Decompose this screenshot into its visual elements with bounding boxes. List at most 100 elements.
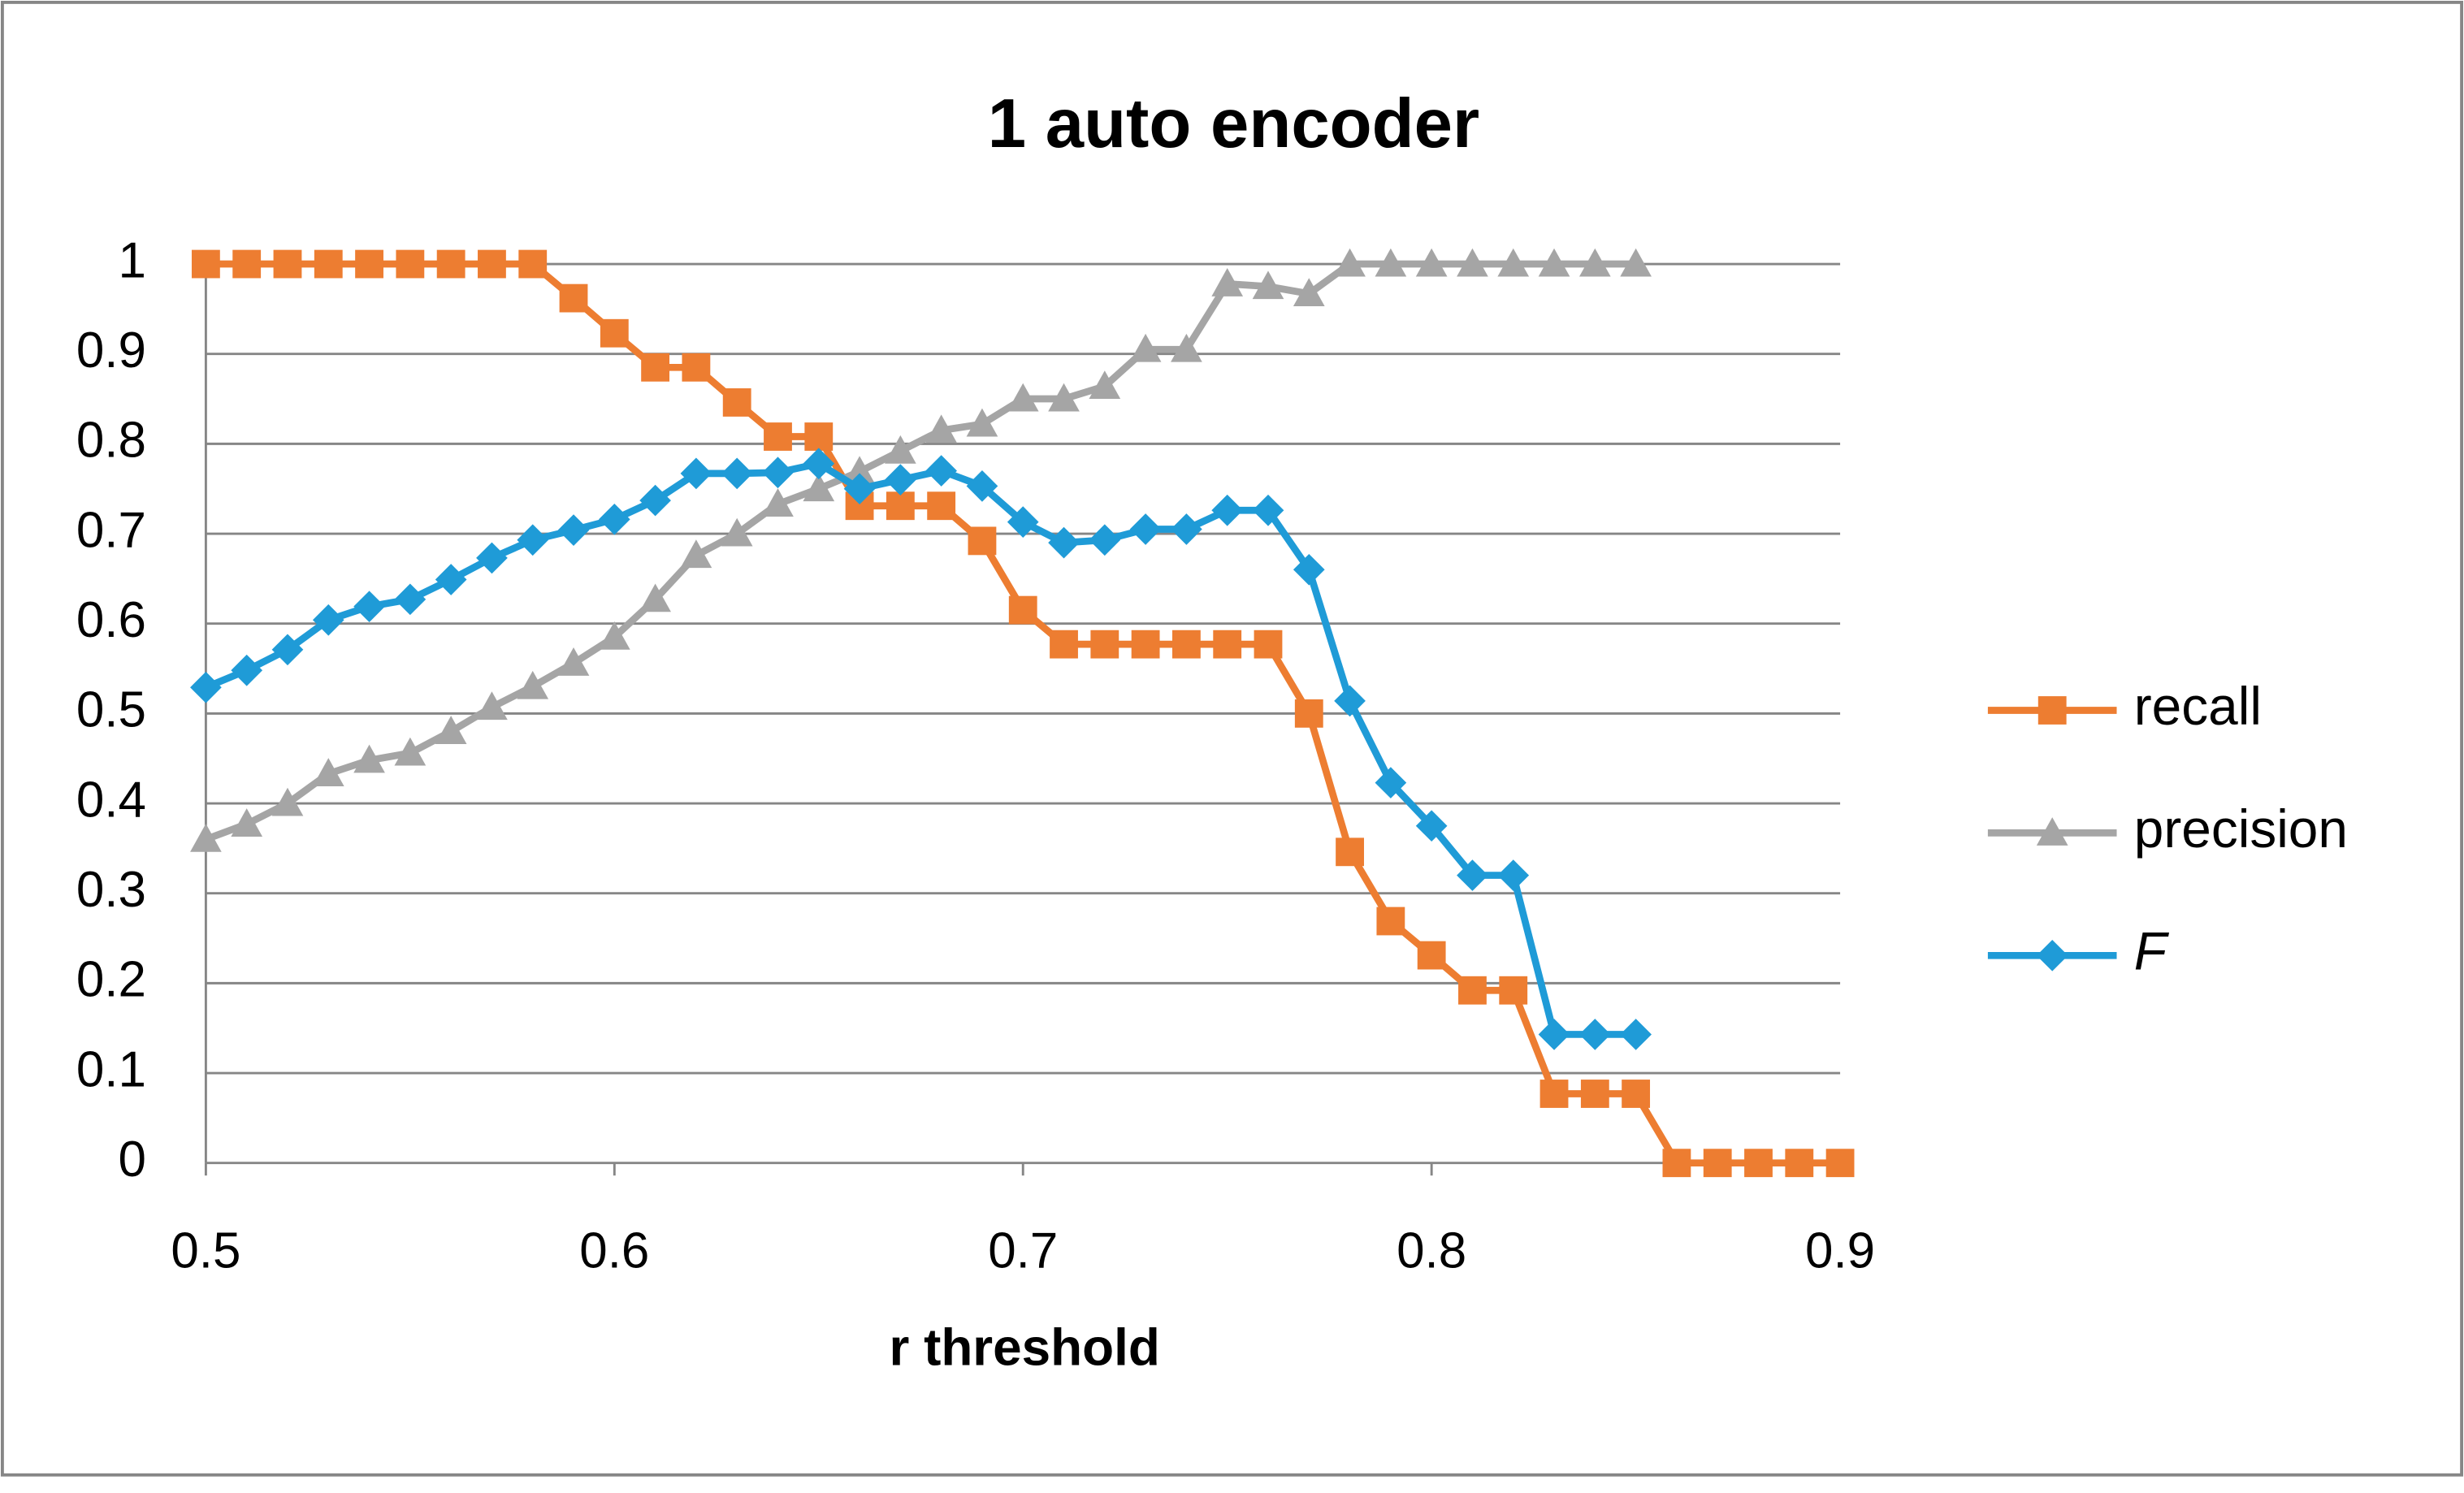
series [190,248,1652,852]
marker [476,542,508,574]
legend-label: precision [2134,798,2348,859]
y-tick-label: 0.4 [76,772,146,828]
marker [312,758,344,786]
marker [1089,370,1121,400]
marker [721,517,753,547]
marker [966,408,998,437]
marker [886,491,915,521]
marker [355,249,383,279]
marker [2037,696,2067,725]
marker [314,249,343,279]
marker [396,249,425,279]
x-axis-label: r threshold [890,1318,1160,1377]
marker [1620,248,1652,277]
marker [1211,494,1244,526]
marker [639,484,671,517]
marker [557,647,590,676]
marker [1254,630,1283,659]
marker [1334,248,1366,277]
marker [518,249,548,279]
marker [1538,1019,1570,1050]
y-tick-label: 0 [118,1132,145,1188]
marker [271,787,304,816]
marker [803,473,835,502]
marker [353,744,385,773]
marker [1415,248,1448,277]
marker [394,737,427,766]
marker [598,503,630,535]
marker [968,526,997,556]
chart-title: 1 auto encoder [988,85,1479,162]
marker [1457,248,1488,277]
marker [1048,526,1080,559]
marker [600,318,629,348]
marker [273,249,302,279]
marker [1578,248,1611,277]
marker [1375,248,1407,277]
marker [1744,1149,1773,1178]
marker [927,491,956,521]
plot-area [190,248,1855,1178]
legend: recall precision F [1987,676,2348,981]
marker [1497,248,1530,277]
marker [1293,278,1325,307]
marker [1050,630,1078,659]
marker [1458,976,1487,1005]
marker [804,422,834,451]
marker [2036,939,2068,972]
marker [966,470,998,502]
marker [803,448,835,480]
y-tick-label: 0.6 [76,592,146,648]
series [191,249,1855,1178]
marker [1336,837,1364,867]
marker [517,524,549,556]
marker [925,455,957,487]
y-tick-label: 0.8 [76,413,146,469]
marker [1294,699,1323,728]
marker [762,457,794,489]
marker [1578,1019,1611,1050]
y-tick-label: 0.1 [76,1041,146,1097]
legend-label: F [2134,921,2170,981]
x-tick-label: 0.7 [988,1223,1058,1279]
marker [1539,1080,1569,1108]
marker [1620,1019,1652,1050]
marker [559,283,588,313]
marker [1417,941,1446,970]
marker [1008,595,1037,625]
y-tick-label: 0.2 [76,952,146,1008]
marker [190,823,222,852]
marker [762,488,794,517]
marker [436,249,466,279]
marker [1457,859,1488,891]
marker [1048,383,1080,412]
marker [231,654,263,686]
marker [843,473,876,505]
marker [1090,630,1119,659]
marker [1129,333,1162,362]
marker [722,388,751,417]
marker [1375,767,1407,798]
legend-label: recall [2134,676,2262,736]
y-tick-label: 1 [118,232,145,288]
marker [1499,976,1528,1005]
marker [1376,907,1405,936]
marker [639,583,671,612]
marker [1622,1080,1651,1108]
x-tick-label: 0.5 [171,1223,240,1279]
marker [1252,494,1284,526]
marker [1211,268,1244,296]
x-tick-label: 0.9 [1805,1223,1875,1279]
marker [764,422,792,451]
marker [1662,1149,1691,1178]
marker [925,414,957,444]
marker [1785,1149,1814,1178]
marker [885,435,916,464]
marker [435,564,467,595]
y-tick-label: 0.9 [76,322,146,379]
marker [1538,248,1570,277]
marker [682,353,711,382]
marker [2036,817,2068,846]
marker [1825,1149,1855,1178]
